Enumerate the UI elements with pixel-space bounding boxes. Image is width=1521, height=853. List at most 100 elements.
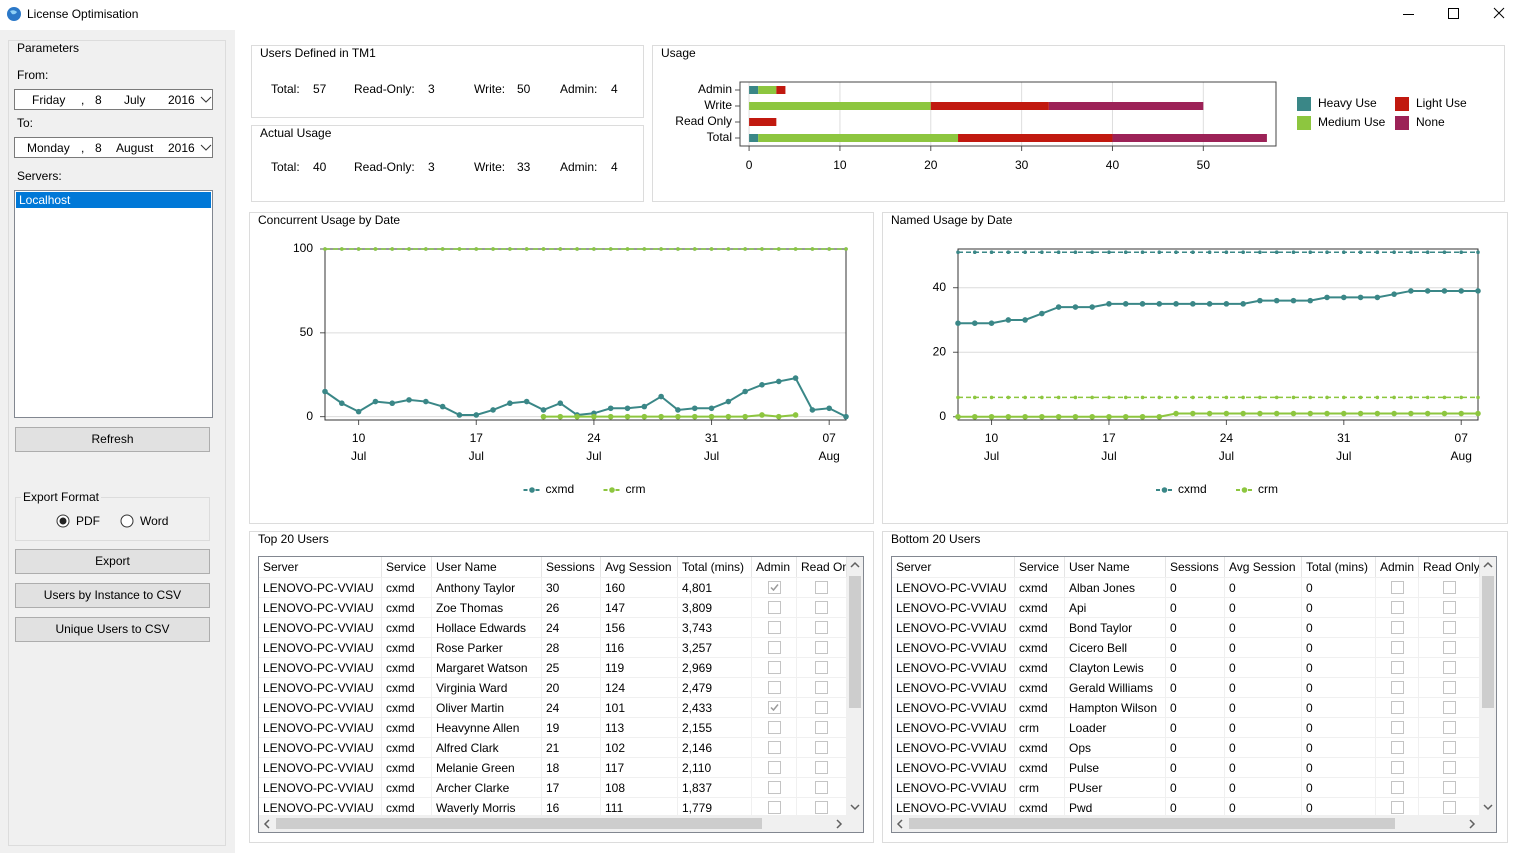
scroll-right [836,819,843,829]
server-item[interactable]: Localhost [16,192,211,208]
checkbox-box [1391,581,1404,594]
column-header[interactable]: Admin [1376,557,1419,577]
scroll-down [1483,804,1493,811]
radio-label: PDF [76,514,100,528]
checkbox [815,701,828,714]
checkbox-box [1443,641,1456,654]
table-cell: 0 [1225,577,1302,597]
checkmark [770,704,779,712]
column-header[interactable]: User Name [1065,557,1166,577]
checkbox-cell [1376,737,1419,757]
table-cell: 0 [1302,677,1376,697]
date-picker[interactable]: Friday, 8 July 2016 [14,89,213,110]
table-cell: 30 [542,577,601,597]
checkbox-cell [1376,677,1419,697]
column-header[interactable]: Total (mins) [1302,557,1376,577]
column-header[interactable]: Admin [752,557,797,577]
checkbox-box [815,601,828,614]
column-header[interactable]: Read Only [1419,557,1480,577]
scroll-thumb[interactable] [276,818,762,829]
scroll-thumb[interactable] [849,576,861,708]
table-cell: 0 [1225,657,1302,677]
checkbox [1391,721,1404,734]
checkbox-box [768,741,781,754]
table-cell: cxmd [1015,597,1065,617]
close-button[interactable] [1493,7,1505,19]
table-cell: LENOVO-PC-VVIAU [892,697,1015,717]
column-header[interactable]: Service [1015,557,1065,577]
column-header[interactable]: Server [259,557,382,577]
table-cell: 18 [542,757,601,777]
checkbox [768,681,781,694]
radio-outline [120,514,134,528]
checkbox-cell [1376,577,1419,597]
button[interactable]: Unique Users to CSV [15,617,210,642]
table-cell: Loader [1065,717,1166,737]
column-header[interactable]: Avg Session [1225,557,1302,577]
checkbox-box [1443,601,1456,614]
table-cell: Alban Jones [1065,577,1166,597]
checkbox-cell [797,677,847,697]
arrow [850,804,860,811]
button[interactable]: Users by Instance to CSV [15,583,210,608]
checkbox-box [815,661,828,674]
column-header[interactable]: Total (mins) [678,557,752,577]
checkbox [1391,801,1404,814]
field-value: 57 [313,82,327,96]
checkbox-cell [752,797,797,817]
table-cell: LENOVO-PC-VVIAU [892,737,1015,757]
checkbox [1443,761,1456,774]
checkbox [815,741,828,754]
checkbox [1443,781,1456,794]
column-header[interactable]: Service [382,557,432,577]
table-cell: 0 [1225,757,1302,777]
column-header[interactable]: Read Only [797,557,847,577]
checkbox-cell [797,657,847,677]
checkbox [1443,741,1456,754]
checkbox-box [1443,701,1456,714]
table-cell: 2,146 [678,737,752,757]
checkbox-box [1443,781,1456,794]
column-header[interactable]: Sessions [542,557,601,577]
table-cell: Ops [1065,737,1166,757]
checkbox-box [1443,661,1456,674]
checkbox [1391,761,1404,774]
column-header[interactable]: Avg Session [601,557,678,577]
checkbox-box [1391,801,1404,814]
export-group [15,497,210,541]
checkbox-cell [1419,657,1480,677]
table-cell: 19 [542,717,601,737]
maximize-button[interactable] [1448,8,1459,19]
checkbox-box [768,761,781,774]
checkbox [768,641,781,654]
column-header[interactable]: User Name [432,557,542,577]
column-header[interactable]: Server [892,557,1015,577]
scroll-thumb[interactable] [1482,576,1494,708]
scroll-thumb[interactable] [909,818,1395,829]
table-cell: 108 [601,777,678,797]
checkbox-cell [797,697,847,717]
arrow [850,561,860,568]
table-cell: LENOVO-PC-VVIAU [259,597,382,617]
table-cell: LENOVO-PC-VVIAU [259,737,382,757]
table-cell: Bond Taylor [1065,617,1166,637]
table-cell: LENOVO-PC-VVIAU [259,617,382,637]
button[interactable]: Refresh [15,427,210,452]
arrow [1483,804,1493,811]
group-title: Actual Usage [260,126,332,140]
column-header[interactable]: Sessions [1166,557,1225,577]
table-cell: 0 [1302,777,1376,797]
button[interactable]: Export [15,549,210,574]
date-picker[interactable]: Monday, 8 August 2016 [14,137,213,158]
table-cell: 0 [1225,637,1302,657]
group-box [251,45,644,118]
table-cell: 0 [1166,717,1225,737]
table-cell: cxmd [1015,617,1065,637]
checkbox-cell [1376,717,1419,737]
field-label: Admin: [560,160,598,174]
checkbox-cell [797,797,847,817]
checkbox [768,741,781,754]
scroll-up [1483,561,1493,568]
group-box [251,125,644,202]
checkbox [815,681,828,694]
